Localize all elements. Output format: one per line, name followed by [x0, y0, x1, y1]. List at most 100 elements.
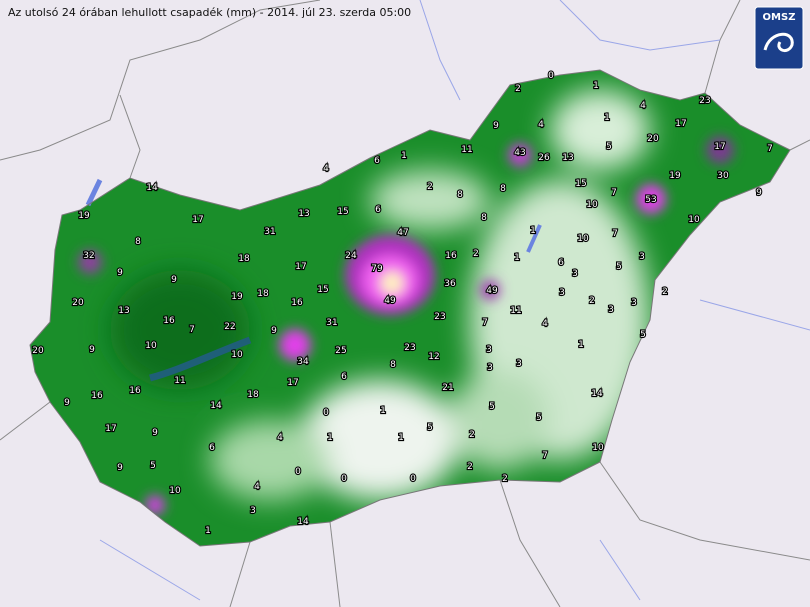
station-value: 10: [169, 486, 181, 496]
station-value: 9: [152, 428, 158, 438]
station-value: 1: [593, 81, 599, 91]
station-value: 21: [442, 383, 453, 393]
station-value: 23: [699, 96, 710, 106]
station-value: 7: [767, 144, 773, 154]
station-value: 47: [397, 228, 408, 238]
station-value: 13: [562, 153, 573, 163]
station-value: 1: [380, 406, 386, 416]
station-value: 1: [398, 433, 404, 443]
station-value: 24: [345, 251, 357, 261]
station-value: 11: [510, 306, 521, 316]
station-value: 5: [150, 461, 156, 471]
station-value: 1: [401, 151, 407, 161]
station-value: 10: [688, 215, 700, 225]
station-value: 0: [323, 408, 329, 418]
station-value: 2: [502, 474, 508, 484]
station-value: 3: [572, 269, 578, 279]
station-value: 26: [538, 153, 550, 163]
station-value: 4: [277, 433, 283, 443]
lake: [85, 178, 103, 207]
station-value: 17: [192, 215, 203, 225]
station-value: 49: [486, 286, 498, 296]
logo: OMSZ: [754, 6, 804, 70]
station-value: 6: [375, 205, 381, 215]
station-value: 16: [163, 316, 175, 326]
station-value: 1: [530, 226, 536, 236]
station-value: 9: [89, 345, 95, 355]
station-value: 13: [298, 209, 309, 219]
station-value: 3: [516, 359, 522, 369]
station-value: 6: [341, 372, 347, 382]
station-value: 3: [639, 252, 645, 262]
station-value: 4: [640, 101, 646, 111]
station-value: 10: [592, 443, 604, 453]
station-value: 5: [606, 142, 612, 152]
station-value: 17: [714, 142, 725, 152]
station-value: 9: [171, 275, 177, 285]
station-value: 17: [105, 424, 116, 434]
station-value: 2: [467, 462, 473, 472]
station-value: 7: [611, 188, 617, 198]
station-value: 1: [604, 113, 610, 123]
station-value: 4: [538, 120, 544, 130]
station-value: 6: [558, 258, 564, 268]
station-value: 15: [317, 285, 328, 295]
lake: [526, 224, 542, 253]
station-value: 1: [578, 340, 584, 350]
station-value: 0: [295, 467, 301, 477]
station-value: 2: [589, 296, 595, 306]
station-value: 2: [662, 287, 668, 297]
station-value: 4: [323, 164, 329, 174]
station-value: 22: [224, 322, 235, 332]
logo-text: OMSZ: [763, 12, 796, 23]
station-value: 10: [577, 234, 589, 244]
station-value: 7: [542, 451, 548, 461]
station-value: 9: [117, 268, 123, 278]
rivers: [99, 0, 810, 601]
station-value: 23: [434, 312, 445, 322]
station-value: 9: [493, 121, 499, 131]
station-value: 9: [271, 326, 277, 336]
station-value: 3: [486, 345, 492, 355]
station-value: 14: [146, 183, 158, 193]
logo-box: [754, 6, 804, 70]
station-value: 1: [514, 253, 520, 263]
station-value: 0: [410, 474, 416, 484]
station-value: 34: [297, 357, 309, 367]
station-value: 0: [341, 474, 347, 484]
station-value: 20: [72, 298, 84, 308]
station-value: 2: [469, 430, 475, 440]
station-value: 3: [559, 288, 565, 298]
station-value: 16: [291, 298, 303, 308]
station-value: 32: [83, 251, 94, 261]
station-value: 3: [608, 305, 614, 315]
station-value: 30: [717, 171, 729, 181]
station-value: 2: [515, 84, 521, 94]
station-value: 4: [542, 319, 548, 329]
station-value: 18: [247, 390, 259, 400]
station-value: 8: [500, 184, 506, 194]
station-value: 6: [209, 443, 215, 453]
station-value: 3: [487, 363, 493, 373]
station-value: 10: [586, 200, 598, 210]
station-value: 8: [135, 237, 141, 247]
station-value: 43: [514, 148, 525, 158]
station-value: 17: [675, 119, 686, 129]
logo-icon: [763, 32, 794, 53]
station-value: 11: [174, 376, 185, 386]
station-value: 1: [327, 433, 333, 443]
station-value: 31: [264, 227, 275, 237]
station-value: 15: [575, 179, 586, 189]
station-value: 7: [612, 229, 618, 239]
station-value: 53: [645, 195, 656, 205]
station-value: 79: [371, 264, 383, 274]
station-value: 8: [481, 213, 487, 223]
map-title: Az utolsó 24 órában lehullott csapadék (…: [8, 6, 411, 19]
station-value: 4: [254, 482, 260, 492]
station-value: 12: [428, 352, 439, 362]
station-value: 19: [669, 171, 681, 181]
